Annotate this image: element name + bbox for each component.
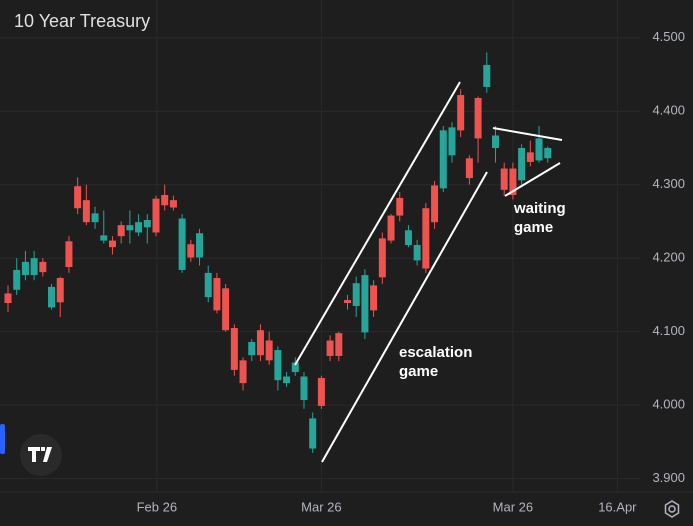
candle-body [404,230,412,245]
candle-body [13,269,21,290]
candle-body [544,147,552,159]
candle-body [4,293,12,304]
annotation: game [514,219,553,236]
candle-body [21,261,29,276]
candle-body [344,300,352,304]
candle-body [413,244,421,261]
candle-body [448,127,456,156]
chart-title: 10 Year Treasury [14,11,150,31]
candle-body [457,95,465,131]
candle-body [39,261,47,273]
candle-body [283,376,291,384]
candle-body [117,225,125,237]
candle-body [431,185,439,223]
candle-body [378,238,386,278]
y-tick-label: 3.900 [652,470,685,485]
candle-body [526,152,534,162]
candle-body [108,240,116,248]
y-tick-label: 4.200 [652,250,685,265]
side-tab[interactable] [0,424,5,454]
candle-body [465,158,473,179]
triangle-upper [492,127,563,141]
logo [20,434,62,476]
candle-body [500,168,508,190]
annotation: escalation [399,344,472,361]
candle-body [274,350,282,381]
candle-body [317,377,325,406]
candle-body [422,208,430,269]
channel-lower [321,171,488,463]
candle-body [248,341,256,356]
y-tick-label: 4.500 [652,29,685,44]
candle-body [474,98,482,139]
candle-body [74,186,82,209]
candle-body [30,258,38,276]
candle-body [387,215,395,241]
candle-body [65,241,73,268]
candle-body [239,360,247,384]
candle-body [161,195,169,206]
candle-body [82,200,90,223]
y-tick-label: 4.000 [652,397,685,412]
channel-upper [294,81,461,366]
y-tick-label: 4.300 [652,176,685,191]
candle-body [169,200,177,208]
candle-body [535,138,543,161]
annotations: escalation game waiting game [399,200,566,380]
candle-body [56,278,64,303]
candle-body [213,278,221,311]
candle-body [196,233,204,258]
drawings [294,81,563,463]
candle-body [439,130,447,189]
candle-body [48,286,56,308]
candle-body [335,333,343,356]
triangle-lower [504,162,561,197]
candle-body [370,285,378,311]
candle-body [352,283,360,306]
x-tick-label: Mar 26 [301,499,341,514]
y-tick-label: 4.400 [652,103,685,118]
candle-body [361,275,369,333]
candle-body [91,213,99,223]
candle-body [518,147,526,181]
x-tick-label: Mar 26 [493,499,533,514]
candle-body [204,272,212,298]
candle-body [135,222,143,233]
candle-body [265,340,273,361]
y-tick-label: 4.100 [652,323,685,338]
candle-body [291,362,299,373]
candle-body [509,168,517,195]
candle-body [256,330,264,356]
candle-body [230,328,238,370]
candle-body [100,235,108,241]
candle-body [143,219,151,228]
candle-body [326,340,334,356]
grid [0,0,640,492]
annotation: waiting [513,200,566,217]
candle-body [187,244,195,258]
candle-body [396,197,404,216]
x-tick-label: 16.Apr [598,499,637,514]
candle-body [483,64,491,87]
annotation: game [399,363,438,380]
settings-icon[interactable] [664,500,680,518]
x-tick-label: Feb 26 [137,499,177,514]
candles [4,52,552,453]
candle-body [300,376,308,401]
candle-body [152,198,160,233]
candle-body [491,135,499,148]
candle-body [178,218,186,270]
candle-body [126,225,134,231]
candle-body [309,418,317,449]
candle-body [222,288,230,331]
